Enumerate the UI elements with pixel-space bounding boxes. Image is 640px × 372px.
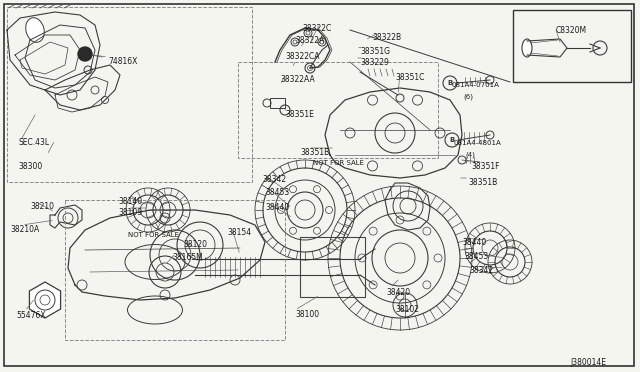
Text: 74816X: 74816X [108,57,138,66]
Text: 38322C: 38322C [302,24,332,33]
Bar [270,98,285,108]
Text: 38322A: 38322A [295,36,324,45]
Bar [300,237,365,297]
Text: 38342: 38342 [469,266,493,275]
Text: 38420: 38420 [386,288,410,297]
Text: (4): (4) [465,151,475,157]
Text: 38351C: 38351C [395,73,424,82]
Text: 38100: 38100 [295,310,319,319]
Text: 38322B: 38322B [372,33,401,42]
Text: 081A4-0701A: 081A4-0701A [452,82,500,88]
Text: 38322AA: 38322AA [280,75,315,84]
Bar [238,62,438,158]
Text: 38440: 38440 [265,203,289,212]
Text: B: B [447,80,452,86]
Text: NOT FOR SALE: NOT FOR SALE [313,160,364,166]
Text: 38342: 38342 [262,175,286,184]
Text: 38210A: 38210A [10,225,39,234]
Bar [513,10,631,82]
Text: 38154: 38154 [227,228,251,237]
Text: 38351B: 38351B [468,178,497,187]
Text: 081A4-4801A: 081A4-4801A [454,140,502,146]
Text: 383229: 383229 [360,58,389,67]
Text: 38109: 38109 [118,208,142,217]
Text: 38453: 38453 [464,252,488,261]
Text: 38440: 38440 [462,238,486,247]
Text: 55476X: 55476X [16,311,45,320]
Text: 38322CA: 38322CA [285,52,319,61]
Text: B: B [449,137,454,143]
Ellipse shape [26,18,44,42]
Text: 38300: 38300 [18,162,42,171]
Text: 38210: 38210 [30,202,54,211]
Bar [65,200,285,340]
Text: 38351E: 38351E [285,110,314,119]
Text: 38351B: 38351B [300,148,329,157]
Bar [7,7,252,182]
Text: 38102: 38102 [395,305,419,314]
Text: SEC.43L: SEC.43L [18,138,49,147]
Text: 38453: 38453 [265,188,289,197]
Ellipse shape [522,39,532,57]
Text: NOT FOR SALE: NOT FOR SALE [128,232,179,238]
Text: C8320M: C8320M [556,26,587,35]
Text: 38351F: 38351F [471,162,499,171]
Text: J380014E: J380014E [570,358,606,367]
Text: (6): (6) [463,93,473,99]
Text: 38165M: 38165M [172,253,203,262]
Text: 38120: 38120 [183,240,207,249]
Text: 38351G: 38351G [360,47,390,56]
Circle shape [78,47,92,61]
Text: 38140: 38140 [118,197,142,206]
